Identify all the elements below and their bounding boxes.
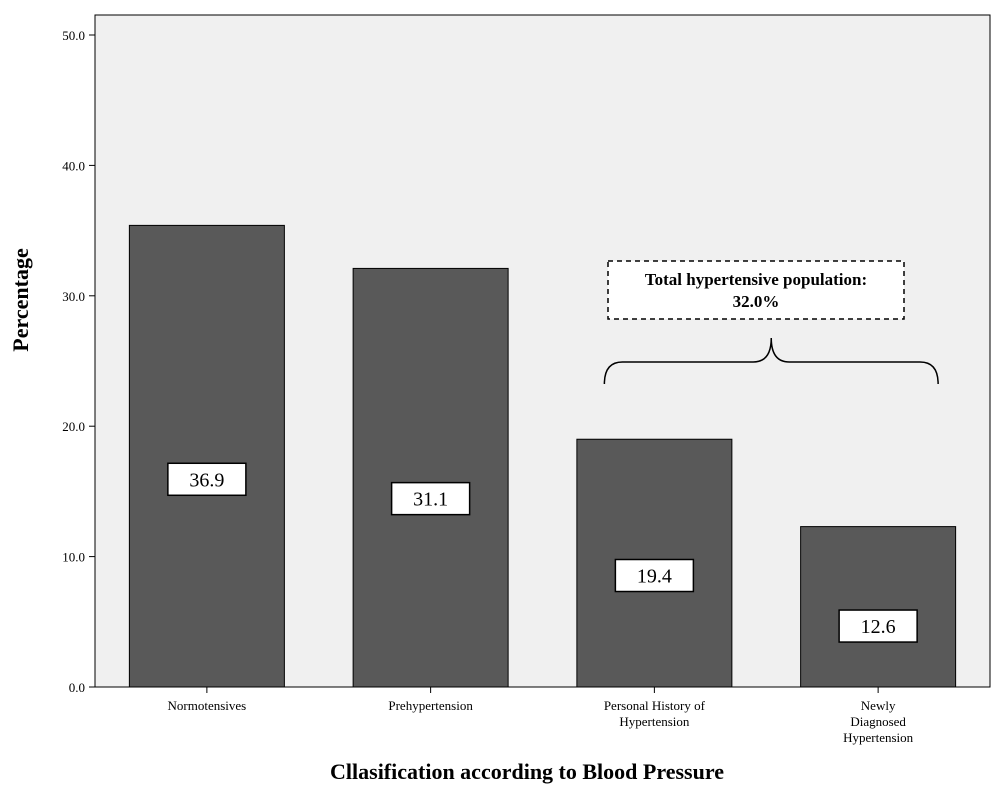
x-axis: Normotensives Prehypertension Personal His… — [168, 687, 914, 745]
y-axis: 0.0 10.0 20.0 30.0 40.0 50.0 — [62, 28, 95, 695]
category-label: Hypertension — [619, 714, 690, 729]
data-label-box — [167, 462, 247, 497]
category-label: Prehypertension — [388, 698, 473, 713]
y-tick-label: 20.0 — [62, 419, 85, 434]
y-axis-title: Percentage — [8, 248, 33, 352]
bracket — [603, 337, 939, 385]
data-label: 19.4 — [637, 566, 672, 588]
data-label: 36.9 — [189, 469, 224, 491]
data-label-box — [614, 558, 695, 593]
x-axis-title: Cllasification according to Blood Pressu… — [330, 759, 724, 784]
category-label: Newly — [861, 698, 896, 713]
category-label: Normotensives — [168, 698, 247, 713]
category-label: Diagnosed — [850, 714, 906, 729]
y-tick-label: 50.0 — [62, 28, 85, 43]
bar — [128, 224, 285, 688]
data-label-box — [390, 481, 471, 516]
y-tick-label: 40.0 — [62, 158, 85, 173]
annotation: Total hypertensive population: 32.0% — [603, 260, 939, 385]
annotation-box — [607, 260, 905, 320]
bar — [800, 526, 957, 688]
y-tick-label: 30.0 — [62, 289, 85, 304]
data-label-box — [838, 609, 918, 643]
category-label: Personal History of — [604, 698, 706, 713]
data-label: 31.1 — [413, 489, 448, 511]
y-tick-label: 0.0 — [69, 680, 85, 695]
data-label: 12.6 — [861, 616, 896, 638]
category-label: Hypertension — [843, 730, 914, 745]
bar — [352, 267, 509, 688]
y-tick-label: 10.0 — [62, 550, 85, 565]
annotation-text: 32.0% — [733, 292, 780, 311]
annotation-text: Total hypertensive population: — [645, 270, 867, 289]
bar-series: 36.9 31.1 19.4 12.6 — [128, 224, 957, 688]
